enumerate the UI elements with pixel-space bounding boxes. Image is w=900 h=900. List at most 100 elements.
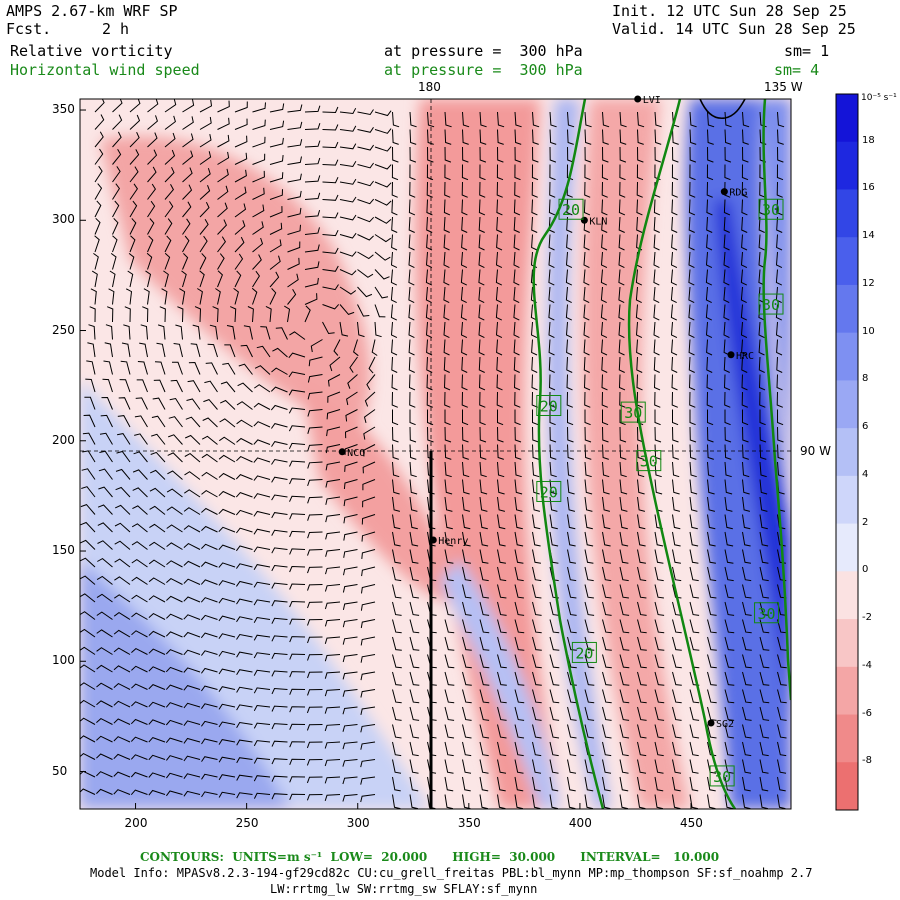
- wind-barb: [147, 183, 157, 200]
- wind-barb: [325, 531, 341, 540]
- wind-barb: [618, 339, 625, 356]
- wind-barb: [619, 146, 627, 163]
- wind-barb: [514, 181, 521, 198]
- wind-barb: [723, 356, 730, 373]
- wind-barb: [497, 584, 507, 599]
- wind-barb: [619, 654, 630, 669]
- wind-barb: [80, 664, 96, 673]
- wind-barb: [479, 111, 487, 128]
- wind-barb: [374, 304, 386, 318]
- wind-barb: [91, 270, 98, 288]
- wind-barb: [322, 284, 339, 291]
- wind-barb: [289, 513, 306, 520]
- wind-barb: [236, 633, 253, 640]
- wind-barb: [392, 129, 399, 145]
- wind-barb: [497, 654, 507, 669]
- wind-barb: [497, 689, 507, 704]
- wind-barb: [654, 794, 664, 809]
- wind-barb: [391, 391, 398, 408]
- wind-barb: [461, 181, 468, 198]
- wind-barb: [567, 444, 574, 460]
- wind-barb: [427, 496, 436, 512]
- wind-barb: [324, 601, 341, 610]
- wind-barb: [182, 218, 191, 235]
- wind-barb: [409, 584, 419, 599]
- wind-barb: [148, 559, 166, 568]
- wind-barb: [409, 496, 418, 512]
- wind-barb: [461, 356, 468, 373]
- wind-barb: [567, 619, 577, 634]
- contours-info: CONTOURS: UNITS=m s⁻¹ LOW= 20.000 HIGH= …: [140, 850, 720, 864]
- wind-barb: [253, 402, 271, 410]
- wind-barb: [705, 304, 713, 321]
- wind-barb: [200, 703, 218, 709]
- wind-barb: [409, 724, 420, 739]
- wind-barb: [165, 737, 183, 744]
- wind-barb: [777, 146, 784, 163]
- wind-barb: [654, 654, 665, 669]
- wind-barb: [602, 794, 611, 809]
- wind-barb: [307, 671, 323, 679]
- wind-barb: [344, 426, 358, 439]
- wind-barb: [619, 111, 627, 128]
- wind-barb: [532, 566, 542, 582]
- colorbar-swatch: [836, 237, 858, 286]
- wind-barb: [637, 496, 646, 512]
- wind-barb: [672, 409, 679, 426]
- wind-barb: [218, 490, 236, 498]
- wind-barb: [584, 111, 592, 128]
- wind-barb: [252, 170, 265, 183]
- wind-barb: [209, 324, 218, 340]
- wind-barb: [479, 479, 488, 495]
- wind-barb: [166, 613, 183, 620]
- wind-barb: [548, 251, 555, 269]
- wind-barb: [601, 181, 608, 198]
- station-dot: [720, 188, 728, 196]
- wind-barb: [653, 304, 660, 321]
- wind-barb: [179, 288, 186, 305]
- wind-barb: [149, 469, 166, 480]
- wind-barb: [654, 444, 662, 460]
- wind-barb: [688, 374, 696, 391]
- station-lvi: LVI: [634, 95, 661, 106]
- wind-barb: [269, 172, 284, 183]
- wind-barb: [98, 468, 113, 480]
- wind-barb: [567, 479, 575, 495]
- wind-barb: [532, 409, 539, 426]
- wind-barb: [672, 654, 682, 669]
- wind-barb: [236, 721, 253, 728]
- wind-barb: [672, 619, 682, 634]
- wind-barb: [583, 199, 591, 216]
- wind-barb: [724, 794, 734, 809]
- wind-barb: [672, 461, 680, 478]
- wind-barb: [304, 305, 311, 323]
- wind-barb: [462, 444, 469, 460]
- wind-barb: [742, 514, 751, 530]
- wind-barb: [602, 741, 612, 757]
- wind-barb: [549, 461, 557, 478]
- wind-barb: [619, 759, 629, 774]
- svg-text:30: 30: [762, 201, 780, 219]
- wind-barb: [145, 270, 152, 288]
- wind-barb: [342, 671, 358, 680]
- wind-barb: [200, 579, 218, 585]
- wind-barb: [287, 139, 303, 148]
- wind-barb: [496, 391, 503, 408]
- wind-barb: [637, 724, 647, 739]
- wind-barb: [94, 235, 100, 253]
- wind-barb: [584, 601, 595, 616]
- wind-barb: [689, 409, 696, 426]
- wind-barb: [460, 304, 468, 321]
- wind-barb: [219, 399, 236, 410]
- wind-barb: [742, 111, 750, 128]
- wind-barb: [199, 185, 211, 200]
- wind-barb: [531, 199, 538, 216]
- wind-barb: [271, 723, 288, 730]
- wind-barb: [707, 549, 716, 564]
- wind-barb: [166, 524, 183, 533]
- wind-barb: [93, 252, 99, 270]
- wind-barb: [759, 706, 770, 721]
- wind-barb: [269, 189, 283, 200]
- wind-barb: [374, 321, 382, 338]
- wind-barb: [742, 619, 752, 634]
